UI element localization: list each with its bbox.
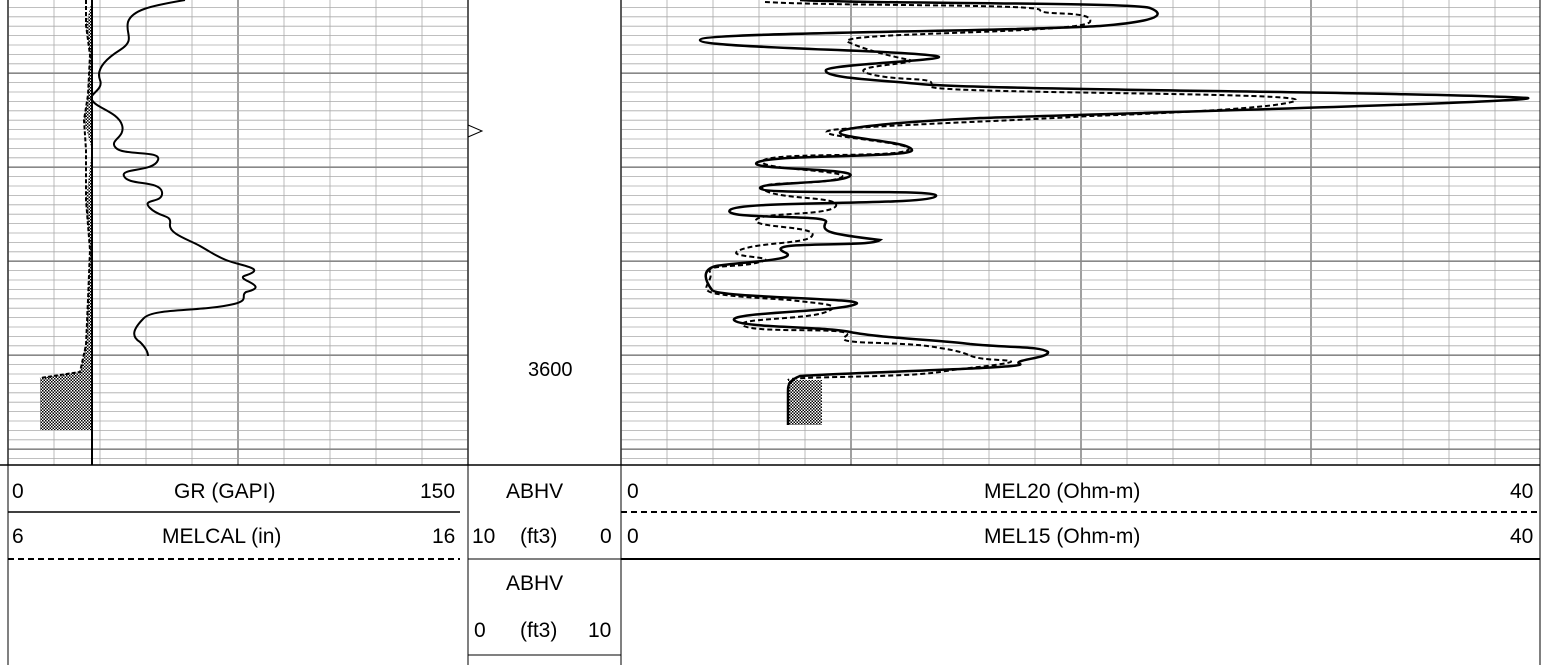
abhv-label-1: ABHV — [506, 480, 564, 503]
melcal-min-label: 6 — [12, 525, 24, 548]
mel15-curve — [698, 0, 1530, 425]
depth-label: 3600 — [528, 359, 573, 381]
mel20-max-label: 40 — [1510, 480, 1534, 503]
track2-grid — [620, 0, 1540, 465]
mel15-fill — [788, 380, 822, 425]
abhv-right-2: 10 — [588, 619, 612, 642]
gr-max-label: 150 — [420, 480, 456, 503]
abhv-left-2: 0 — [474, 619, 486, 642]
mel15-max-label: 40 — [1510, 525, 1534, 548]
mel20-curve-label: MEL20 (Ohm-m) — [984, 480, 1141, 503]
melcal-max-label: 16 — [432, 525, 456, 548]
abhv-left-1: 10 — [472, 525, 496, 548]
abhv-right-1: 0 — [600, 525, 612, 548]
gr-min-label: 0 — [12, 480, 24, 503]
depth-marker-icon — [467, 124, 484, 138]
gr-curve-label: GR (GAPI) — [174, 480, 276, 503]
melcal-curve — [39, 0, 92, 379]
gr-curve — [90, 0, 257, 357]
track1-grid — [7, 0, 469, 465]
abhv-label-2: ABHV — [506, 572, 564, 595]
mel15-min-label: 0 — [627, 525, 639, 548]
melcal-fill — [40, 0, 92, 430]
melcal-curve-label: MELCAL (in) — [162, 525, 282, 548]
mel15-curve-label: MEL15 (Ohm-m) — [984, 525, 1141, 548]
abhv-unit-2: (ft3) — [520, 619, 558, 642]
mel20-min-label: 0 — [627, 480, 639, 503]
abhv-unit-1: (ft3) — [520, 525, 558, 548]
